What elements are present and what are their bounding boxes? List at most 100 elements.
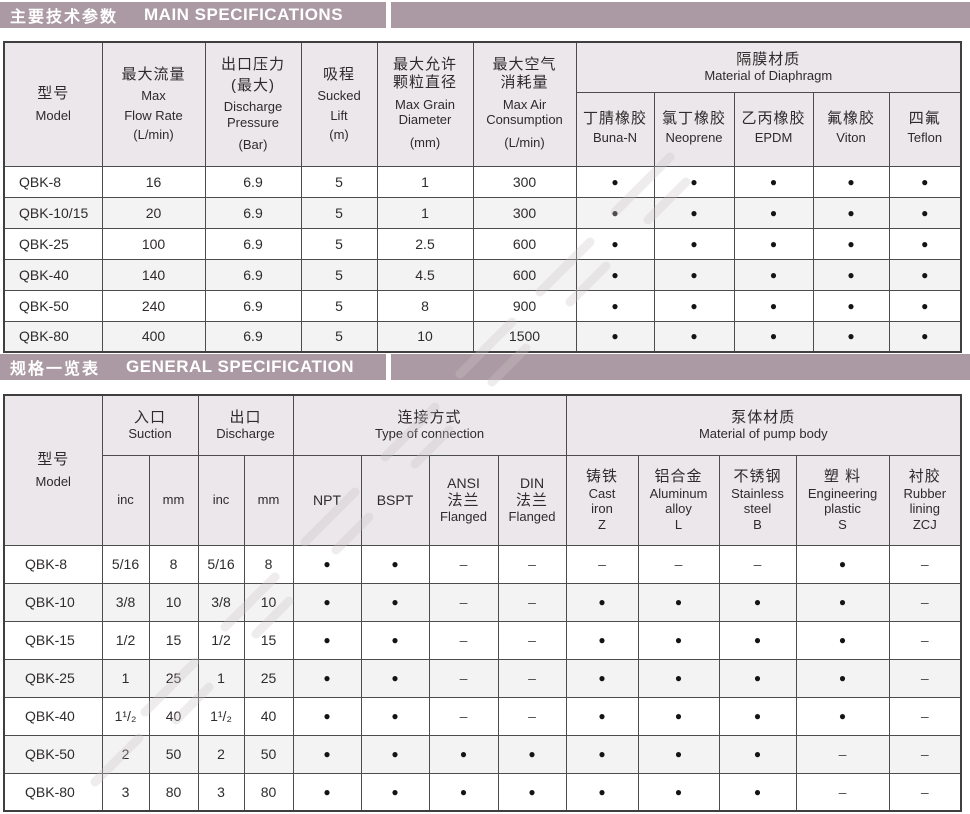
available-dot: ●: [653, 165, 735, 198]
available-dot: ●: [497, 734, 567, 774]
value-cell: 15: [148, 620, 199, 660]
available-dot: ●: [637, 696, 720, 736]
value-cell: 6.9: [204, 165, 302, 198]
group-header-material-of-diaphragm: 隔膜材质 Material of Diaphragm: [575, 41, 962, 93]
value-cell: 600: [472, 258, 577, 291]
value-cell: 80: [148, 772, 199, 812]
available-dot: ●: [565, 772, 639, 812]
flow-label-en1: Max: [141, 88, 166, 104]
available-dot: ●: [360, 772, 430, 812]
col-header-sucked-lift: 吸程 Sucked Lift (m): [300, 41, 378, 167]
cast-iron-en2: iron: [591, 501, 613, 517]
aluminum-en2: alloy: [665, 501, 692, 517]
available-dot: ●: [718, 772, 797, 812]
value-cell: 6.9: [204, 227, 302, 260]
available-dot: ●: [292, 696, 362, 736]
group-header-discharge: 出口 Discharge: [197, 394, 294, 456]
col-header-bspt: BSPT: [360, 454, 430, 546]
available-dot: ●: [360, 734, 430, 774]
lift-label-zh: 吸程: [322, 65, 355, 83]
rubber-code: ZCJ: [912, 516, 937, 532]
col-header-epdm: 乙丙橡胶 EPDM: [733, 91, 814, 167]
value-cell: 1: [197, 658, 245, 698]
value-cell: 40: [243, 696, 294, 736]
flow-unit: (L/min): [133, 127, 174, 143]
table-row-qbk-10/15: QBK-10/15 20 6.9 5 1 300 ● ● ● ● ●: [3, 196, 962, 229]
value-cell: 1500: [472, 320, 577, 353]
available-dot: ●: [733, 196, 814, 229]
available-dot: ●: [733, 165, 814, 198]
discharge-en: Discharge: [216, 426, 275, 442]
air-unit: (L/min): [504, 134, 545, 150]
col-header-neoprene: 氯丁橡胶 Neoprene: [653, 91, 735, 167]
col-header-din-flanged: DIN 法兰 Flanged: [497, 454, 567, 546]
available-dot: ●: [812, 196, 890, 229]
available-dot: ●: [718, 620, 797, 660]
not-available-dash: –: [497, 696, 567, 736]
diaphragm-label-en: Material of Diaphragm: [704, 68, 833, 84]
value-cell: 1: [101, 658, 150, 698]
model-cell: QBK-50: [3, 289, 103, 322]
section-title-zh: 主要技术参数: [10, 9, 119, 26]
discharge-inc-label: inc: [212, 492, 230, 508]
available-dot: ●: [795, 582, 890, 622]
ansi-l3: Flanged: [440, 509, 487, 525]
grain-label-zh: 最大允许: [392, 56, 457, 74]
value-cell: 5: [300, 320, 378, 353]
value-cell: 1: [376, 165, 474, 198]
pressure-label-zh2: (最大): [231, 76, 275, 94]
col-header-cast-iron: 铸铁 Cast iron Z: [565, 454, 639, 546]
connection-zh: 连接方式: [397, 408, 462, 426]
air-label-zh: 最大空气: [492, 56, 557, 74]
not-available-dash: –: [497, 582, 567, 622]
table-row-qbk-25: QBK-25 100 6.9 5 2.5 600 ● ● ● ● ●: [3, 227, 962, 260]
available-dot: ●: [733, 289, 814, 322]
available-dot: ●: [888, 289, 962, 322]
value-cell: 2: [101, 734, 150, 774]
plastic-en2: plastic: [824, 501, 861, 517]
value-cell: 8: [243, 544, 294, 584]
available-dot: ●: [575, 289, 655, 322]
pressure-label-zh: 出口压力: [220, 56, 285, 74]
col-header-rubber-lining: 衬胶 Rubber lining ZCJ: [888, 454, 962, 546]
npt-label: NPT: [313, 491, 341, 508]
available-dot: ●: [637, 658, 720, 698]
available-dot: ●: [812, 165, 890, 198]
value-cell: 80: [243, 772, 294, 812]
available-dot: ●: [653, 289, 735, 322]
available-dot: ●: [718, 696, 797, 736]
section-header-main-specifications: 主要技术参数 MAIN SPECIFICATIONS: [0, 2, 970, 28]
plastic-en1: Engineering: [807, 485, 878, 501]
model-cell: QBK-8: [3, 544, 103, 584]
col-header-model: 型号 Model: [3, 394, 103, 546]
not-available-dash: –: [428, 544, 499, 584]
value-cell: 5: [300, 196, 378, 229]
available-dot: ●: [292, 772, 362, 812]
not-available-dash: –: [888, 734, 962, 774]
value-cell: 8: [376, 289, 474, 322]
epdm-en: EPDM: [754, 130, 793, 146]
col-header-max-grain-diameter: 最大允许 颗粒直径 Max Grain Diameter (mm): [376, 41, 474, 167]
available-dot: ●: [428, 772, 499, 812]
teflon-en: Teflon: [907, 130, 943, 146]
not-available-dash: –: [637, 544, 720, 584]
available-dot: ●: [360, 582, 430, 622]
not-available-dash: –: [428, 582, 499, 622]
plastic-zh: 塑 料: [823, 468, 862, 486]
available-dot: ●: [795, 696, 890, 736]
table-row-qbk-8: QBK-8 16 6.9 5 1 300 ● ● ● ● ●: [3, 165, 962, 198]
value-cell: 50: [148, 734, 199, 774]
available-dot: ●: [575, 258, 655, 291]
section-title-en: GENERAL SPECIFICATION: [126, 357, 355, 376]
col-header-ansi-flanged: ANSI 法兰 Flanged: [428, 454, 499, 546]
available-dot: ●: [575, 196, 655, 229]
value-cell: 140: [101, 258, 206, 291]
value-cell: 5: [300, 289, 378, 322]
available-dot: ●: [795, 544, 890, 584]
rubber-zh: 衬胶: [908, 468, 941, 486]
value-cell: 25: [148, 658, 199, 698]
available-dot: ●: [292, 734, 362, 774]
buna-n-en: Buna-N: [592, 130, 638, 146]
available-dot: ●: [292, 620, 362, 660]
available-dot: ●: [733, 227, 814, 260]
